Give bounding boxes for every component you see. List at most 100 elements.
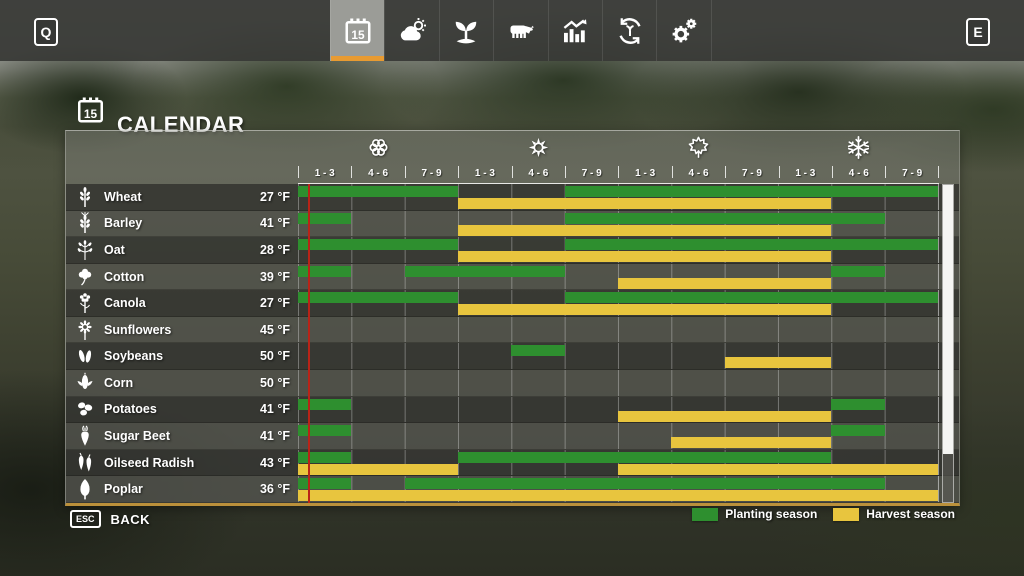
legend-swatch [692,507,719,521]
harvest-bar [298,463,458,475]
crop-row-left: Barley 41 °F [66,211,298,237]
wheat-icon [75,186,95,208]
period-label: 1 - 3 [458,164,511,183]
crop-name: Sugar Beet [104,428,170,443]
planting-bar [298,451,352,463]
key-hint-esc: ESC [70,510,101,528]
crop-row-left: Sunflowers 45 °F [66,317,298,343]
period-label: 7 - 9 [725,164,778,183]
period-label: 7 - 9 [565,164,618,183]
planting-bar [298,265,352,277]
legend-label: Harvest season [866,507,955,521]
crop-temp: 27 °F [259,189,290,204]
tab-crop-growth[interactable] [438,0,493,61]
tab-animals[interactable] [493,0,547,61]
period-label: 4 - 6 [511,164,565,183]
crop-name: Corn [104,375,134,390]
planting-bar [831,398,885,410]
crop-name: Wheat [104,189,142,204]
crop-name: Soybeans [104,349,164,364]
crop-temp: 43 °F [259,455,290,470]
potato-icon [75,398,95,420]
planting-bar [564,186,938,197]
harvest-bar [458,251,832,263]
harvest-bar [458,224,832,236]
corn-icon [75,372,95,394]
season-winter [779,131,939,164]
weather-icon [397,16,427,46]
crop-temp: 41 °F [259,402,290,417]
crop-row-chart [298,290,939,316]
soybean-icon [75,345,95,367]
crop-name: Potatoes [104,402,157,417]
period-label: 4 - 6 [351,164,404,183]
crop-temp: 41 °F [259,428,290,443]
crop-row: Canola 27 °F [66,290,959,317]
crop-row-chart [298,370,939,396]
season-autumn [619,131,779,164]
crop-row: Oat 28 °F [66,237,959,264]
tab-calendar[interactable]: 15 [330,0,385,61]
planting-bar [298,186,458,197]
crop-row: Cotton 39 °F [66,263,959,291]
crop-row-left: Canola 27 °F [66,290,298,316]
tab-crop-rotation[interactable] [601,0,656,61]
bar-chart-icon [560,16,590,46]
scrollbar-thumb[interactable] [943,185,953,454]
planting-bar [564,239,938,251]
crop-row-chart [298,210,939,237]
winter-snowflake-icon [845,134,872,161]
crop-name: Oilseed Radish [104,455,195,470]
period-label: 4 - 6 [671,164,725,183]
top-menu-bar: Q 15 E [0,0,1024,61]
planting-bar [298,239,458,251]
planting-bar [298,425,352,437]
crop-row: Potatoes 41 °F [66,396,959,424]
tab-weather[interactable] [384,0,438,61]
barley-icon [75,212,95,234]
crop-row-chart [298,449,939,476]
harvest-bar [458,198,832,209]
crop-row-chart [298,343,939,370]
back-label: BACK [110,511,151,527]
tab-settings[interactable] [656,0,712,61]
crop-row-chart [298,263,939,290]
period-label: 1 - 3 [618,164,671,183]
planting-bar [511,345,565,357]
planting-bar [831,425,885,437]
crop-row-left: Sugar Beet 41 °F [66,423,298,449]
scrollbar-track[interactable] [942,184,954,503]
planting-bar [298,398,352,410]
sugar-beet-icon [75,425,95,447]
period-label: 7 - 9 [404,164,458,183]
back-button[interactable]: ESC BACK [70,510,150,528]
planting-bar [298,212,352,224]
poplar-icon [75,478,95,500]
sunflower-icon [75,319,95,341]
crop-temp: 45 °F [259,322,290,337]
planting-bar [564,212,885,224]
key-hint-q: Q [34,18,58,46]
menu-tabs: 15 [330,0,712,61]
crop-temp: 50 °F [259,349,290,364]
calendar-icon: 15 [343,16,373,46]
oilseed-radish-icon [75,452,95,474]
tab-statistics[interactable] [547,0,602,61]
planting-bar [298,478,352,490]
crop-name: Poplar [104,482,143,497]
crop-temp: 50 °F [259,375,290,390]
planting-bar [458,451,832,463]
crop-row: Oilseed Radish 43 °F [66,449,959,477]
legend-swatch [833,507,860,521]
crop-row-left: Corn 50 °F [66,370,298,396]
legend-item: Planting season [692,507,817,521]
season-header-row [298,131,939,164]
calendar-icon: 15 [75,95,106,125]
crop-temp: 39 °F [259,269,290,284]
svg-text:15: 15 [351,28,365,42]
period-label: 4 - 6 [832,164,885,183]
crop-temp: 36 °F [259,482,290,497]
crop-row-left: Cotton 39 °F [66,264,298,290]
